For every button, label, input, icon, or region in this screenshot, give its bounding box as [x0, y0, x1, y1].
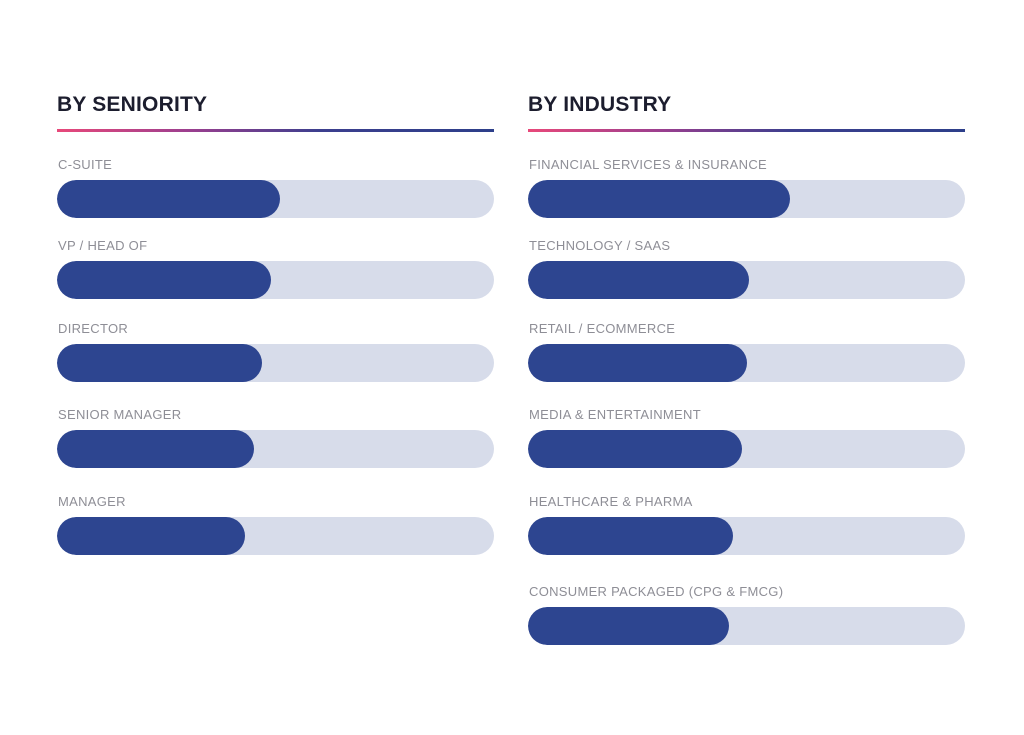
- industry-title-underline: [528, 129, 965, 132]
- industry-bar-track-2: [528, 344, 965, 382]
- industry-bar-label-5: CONSUMER PACKAGED (CPG & FMCG): [529, 584, 784, 599]
- industry-bar-5: [528, 607, 730, 645]
- industry-bar-4: [528, 517, 734, 555]
- industry-bar-label-1: TECHNOLOGY / SAAS: [529, 238, 671, 253]
- seniority-bar-track-3: [57, 430, 494, 468]
- seniority-title: BY SENIORITY: [57, 93, 208, 116]
- industry-row-2: RETAIL / ECOMMERCE: [528, 321, 965, 385]
- seniority-bar-0: [57, 180, 280, 218]
- industry-bar-label-4: HEALTHCARE & PHARMA: [529, 494, 693, 509]
- industry-bar-track-4: [528, 517, 965, 555]
- seniority-title-underline: [57, 129, 494, 132]
- industry-bar-track-5: [528, 607, 965, 645]
- industry-row-4: HEALTHCARE & PHARMA: [528, 494, 965, 558]
- seniority-bar-label-2: DIRECTOR: [58, 321, 129, 336]
- seniority-row-3: SENIOR MANAGER: [57, 407, 494, 471]
- industry-bar-0: [528, 180, 791, 218]
- seniority-row-4: MANAGER: [57, 494, 494, 558]
- seniority-bar-label-0: C-SUITE: [58, 157, 113, 172]
- industry-bar-label-0: FINANCIAL SERVICES & INSURANCE: [529, 157, 767, 172]
- industry-panel: BY INDUSTRY FINANCIAL SERVICES & INSURAN…: [528, 90, 965, 645]
- seniority-bar-label-4: MANAGER: [58, 494, 126, 509]
- industry-bar-label-3: MEDIA & ENTERTAINMENT: [529, 407, 701, 422]
- industry-bar-track-3: [528, 430, 965, 468]
- seniority-bar-track-4: [57, 517, 494, 555]
- seniority-bar-label-1: VP / HEAD OF: [58, 238, 148, 253]
- industry-bar-3: [528, 430, 743, 468]
- seniority-row-2: DIRECTOR: [57, 321, 494, 385]
- seniority-row-0: C-SUITE: [57, 157, 494, 221]
- seniority-panel: BY SENIORITY C-SUITE VP / HEAD OF DIRECTOR…: [57, 90, 494, 555]
- seniority-bar-1: [57, 261, 272, 299]
- seniority-bar-label-3: SENIOR MANAGER: [58, 407, 182, 422]
- industry-bar-track-1: [528, 261, 965, 299]
- industry-bar-2: [528, 344, 747, 382]
- seniority-bar-4: [57, 517, 245, 555]
- industry-bar-track-0: [528, 180, 965, 218]
- industry-row-5: CONSUMER PACKAGED (CPG & FMCG): [528, 584, 965, 648]
- industry-title: BY INDUSTRY: [528, 93, 672, 116]
- seniority-bar-3: [57, 430, 254, 468]
- industry-row-3: MEDIA & ENTERTAINMENT: [528, 407, 965, 471]
- seniority-row-1: VP / HEAD OF: [57, 238, 494, 302]
- seniority-bar-track-0: [57, 180, 494, 218]
- seniority-bar-track-1: [57, 261, 494, 299]
- industry-bar-label-2: RETAIL / ECOMMERCE: [529, 321, 676, 336]
- industry-bar-1: [528, 261, 749, 299]
- industry-row-1: TECHNOLOGY / SAAS: [528, 238, 965, 302]
- seniority-bar-2: [57, 344, 263, 382]
- seniority-bar-track-2: [57, 344, 494, 382]
- industry-row-0: FINANCIAL SERVICES & INSURANCE: [528, 157, 965, 221]
